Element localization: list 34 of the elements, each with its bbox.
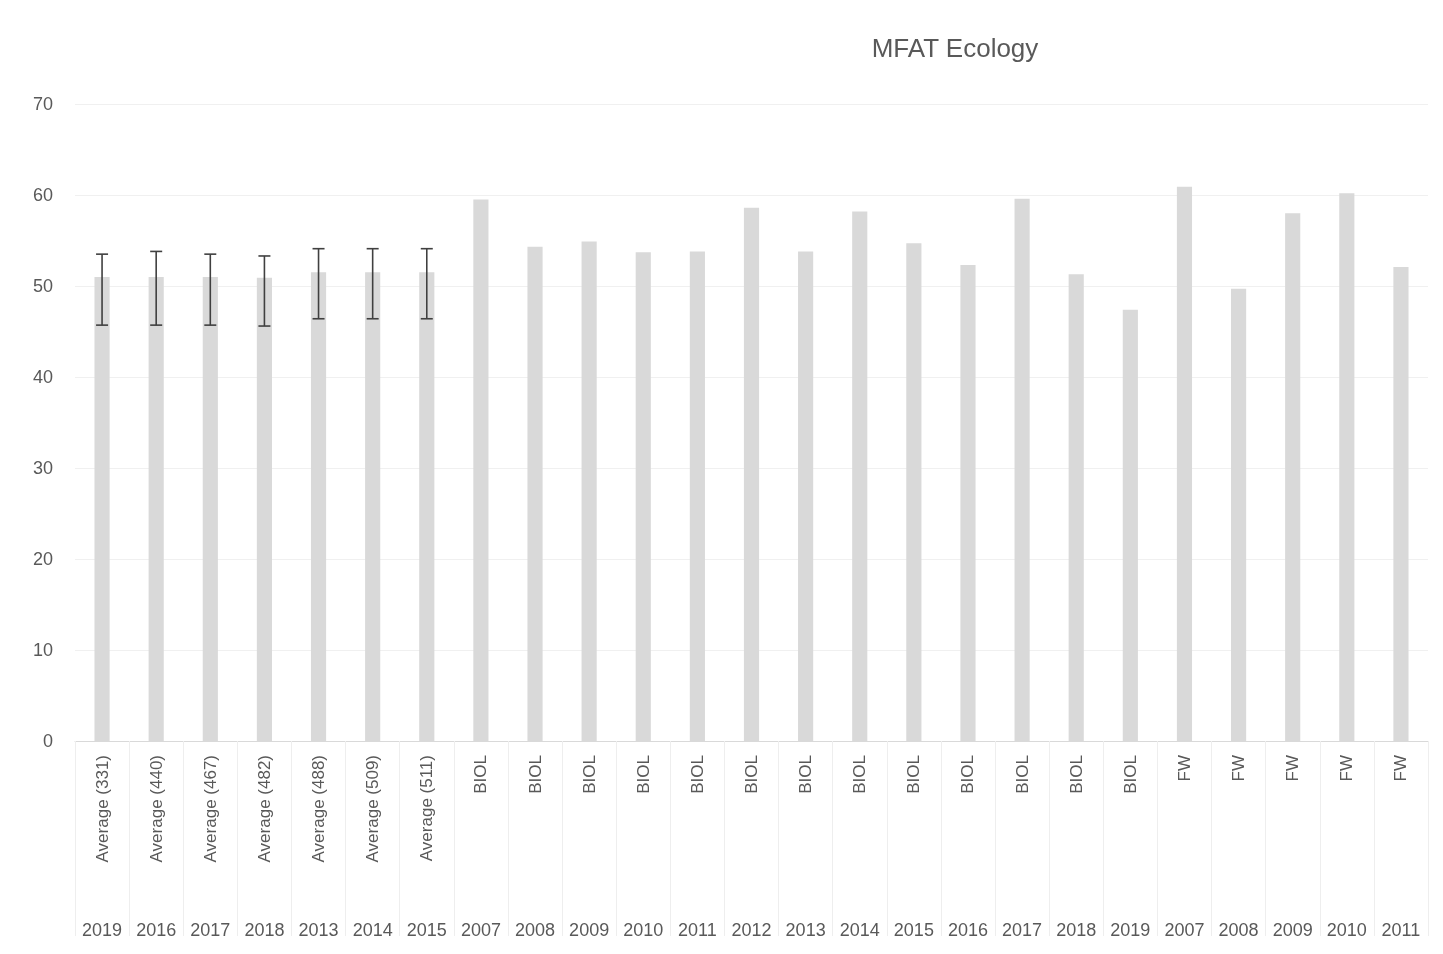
category-label: FW 2011 <box>1381 755 1421 940</box>
y-tick-label: 20 <box>32 549 53 569</box>
category-label: BIOL 2017 <box>1002 755 1043 940</box>
category-label: Average (331) 2019 <box>82 755 123 940</box>
category-label: BIOL 2015 <box>893 755 934 940</box>
y-tick-label: 60 <box>32 185 53 205</box>
y-tick-label: 50 <box>32 276 53 296</box>
category-label: BIOL 2016 <box>947 755 988 940</box>
category-label: Average (509) 2014 <box>352 755 393 940</box>
category-label: FW 2010 <box>1326 755 1367 940</box>
category-label: Average (511) 2015 <box>406 755 447 940</box>
category-label: BIOL 2018 <box>1056 755 1097 940</box>
category-label: BIOL 2009 <box>569 755 610 940</box>
category-label: Average (440) 2016 <box>136 755 177 940</box>
chart-title: MFAT Ecology <box>871 33 1039 63</box>
category-label: BIOL 2008 <box>515 755 556 940</box>
y-tick-label: 0 <box>42 731 53 751</box>
category-label: BIOL 2019 <box>1110 755 1151 940</box>
category-label: Average (482) 2018 <box>244 755 285 940</box>
y-tick-label: 10 <box>32 640 53 660</box>
category-label: Average (467) 2017 <box>190 755 231 940</box>
y-tick-label: 30 <box>32 458 53 478</box>
category-label: FW 2008 <box>1218 755 1259 940</box>
category-label: BIOL 2007 <box>460 755 501 940</box>
category-label: BIOL 2010 <box>623 755 664 940</box>
category-label: BIOL 2013 <box>785 755 826 940</box>
category-label: BIOL 2012 <box>731 755 772 940</box>
category-label: Average (488) 2013 <box>298 755 339 940</box>
y-tick-label: 40 <box>32 367 53 387</box>
category-label: BIOL 2011 <box>678 755 717 940</box>
category-label: FW 2007 <box>1164 755 1205 940</box>
category-label: BIOL 2014 <box>839 755 880 940</box>
category-label: FW 2009 <box>1272 755 1313 940</box>
y-tick-label: 70 <box>32 94 53 114</box>
